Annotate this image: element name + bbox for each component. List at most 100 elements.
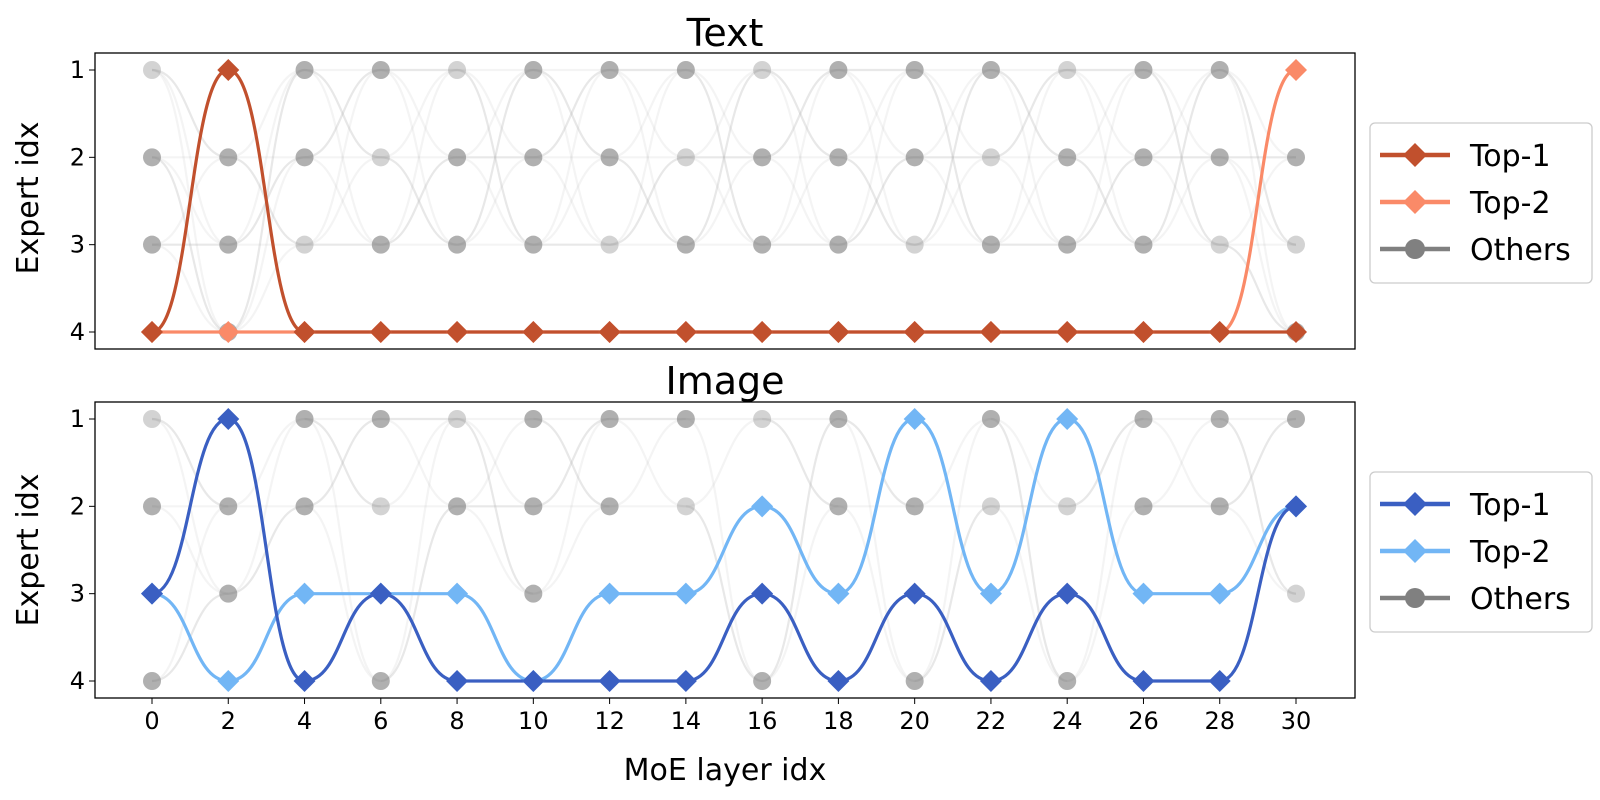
text-others-route bbox=[1067, 156, 1144, 246]
text-others-point bbox=[829, 61, 848, 79]
text-top-1-point bbox=[674, 321, 697, 343]
image-legend-entry: Others bbox=[1380, 582, 1571, 617]
image-series-layer bbox=[141, 408, 1307, 692]
image-legend-swatch-marker bbox=[1403, 492, 1427, 516]
image-legend-swatch-marker bbox=[1405, 588, 1425, 608]
text-others-route bbox=[1143, 68, 1220, 159]
image-legend-box bbox=[1369, 471, 1593, 633]
image-others-route bbox=[609, 417, 686, 508]
image-y-tick-label: 1 bbox=[70, 405, 85, 433]
x-axis-label: MoE layer idx bbox=[624, 753, 827, 788]
image-others-route bbox=[1143, 417, 1220, 508]
image-others-point bbox=[829, 410, 848, 428]
text-top-1-point bbox=[293, 321, 316, 343]
text-y-tick-label: 3 bbox=[70, 231, 85, 259]
text-legend-label: Others bbox=[1470, 233, 1571, 268]
image-others-point bbox=[676, 410, 695, 428]
text-others-route bbox=[380, 68, 458, 246]
text-others-point bbox=[1134, 148, 1153, 167]
image-others-point bbox=[676, 497, 695, 516]
image-others-route bbox=[380, 417, 458, 508]
text-others-point bbox=[1134, 235, 1153, 254]
image-y-tick-label: 2 bbox=[70, 492, 85, 520]
text-y-tick-label: 4 bbox=[70, 318, 85, 346]
image-others-route bbox=[380, 417, 458, 508]
text-others-route bbox=[685, 68, 763, 246]
text-others-route bbox=[1067, 68, 1144, 159]
image-others-route bbox=[838, 417, 915, 683]
text-others-point bbox=[219, 148, 238, 167]
text-others-route bbox=[228, 68, 305, 246]
text-others-route bbox=[990, 156, 1068, 246]
text-others-point bbox=[143, 235, 161, 254]
image-y-tick-label: 4 bbox=[70, 667, 85, 695]
text-others-route bbox=[609, 68, 687, 246]
text-y-ticks: 1 2 3 4 bbox=[70, 56, 95, 346]
text-y-tick-label: 1 bbox=[70, 56, 85, 84]
text-others-point bbox=[600, 235, 619, 254]
image-others-point bbox=[905, 672, 924, 690]
text-others-route bbox=[228, 68, 305, 159]
image-others-point bbox=[295, 497, 314, 516]
image-top-2-point bbox=[751, 495, 774, 518]
text-others-route bbox=[685, 156, 763, 246]
text-others-route bbox=[838, 156, 915, 246]
image-others-point bbox=[371, 672, 390, 690]
text-others-route bbox=[533, 156, 610, 246]
image-others-route bbox=[990, 417, 1068, 683]
text-others-route bbox=[1143, 156, 1220, 246]
image-others-route bbox=[1219, 417, 1297, 508]
image-x-ticks: 0 2 4 6 8 10 12 14 16 18 20 22 24 26 28 30 bbox=[144, 698, 1311, 735]
text-panel-ylabel: Expert idx bbox=[11, 122, 46, 275]
text-legend-swatch-marker bbox=[1403, 143, 1427, 167]
text-others-point bbox=[448, 61, 467, 79]
image-others-point bbox=[448, 410, 467, 428]
text-others-route bbox=[838, 68, 915, 159]
text-others-point bbox=[448, 148, 467, 167]
text-y-tick-label: 2 bbox=[70, 143, 85, 171]
image-others-route bbox=[914, 417, 992, 683]
text-others-route bbox=[304, 68, 381, 246]
text-others-route bbox=[1067, 68, 1144, 246]
text-others-route bbox=[990, 68, 1068, 246]
text-others-point bbox=[1210, 235, 1229, 254]
text-others-route bbox=[533, 68, 610, 159]
image-others-route bbox=[533, 505, 610, 595]
text-others-route bbox=[456, 68, 534, 159]
image-legend-entry: Top-2 bbox=[1380, 535, 1551, 570]
image-others-point bbox=[371, 410, 390, 428]
text-others-route bbox=[838, 68, 915, 159]
image-others-route bbox=[838, 417, 915, 508]
text-top-1-point bbox=[217, 59, 240, 81]
text-others-route bbox=[1219, 68, 1297, 159]
image-others-route bbox=[761, 505, 839, 683]
text-others-route bbox=[1219, 68, 1297, 246]
image-x-tick-label: 26 bbox=[1128, 707, 1159, 735]
text-legend-entry: Others bbox=[1380, 233, 1571, 268]
image-others-point bbox=[1210, 497, 1229, 516]
text-top-1-point bbox=[522, 321, 545, 343]
text-others-route bbox=[761, 68, 839, 246]
image-x-tick-label: 0 bbox=[144, 707, 159, 735]
text-others-point bbox=[1134, 61, 1153, 79]
text-others-route bbox=[304, 156, 381, 246]
image-others-point bbox=[1210, 410, 1229, 428]
image-others-route bbox=[609, 417, 686, 508]
image-top-2-point bbox=[1132, 582, 1155, 605]
text-others-point bbox=[143, 148, 161, 167]
text-others-point bbox=[981, 61, 1000, 79]
image-panel-ylabel: Expert idx bbox=[11, 474, 46, 627]
image-others-point bbox=[1287, 584, 1305, 603]
text-top-1-point bbox=[979, 321, 1002, 343]
text-others-route bbox=[533, 68, 610, 246]
text-others-point bbox=[829, 148, 848, 167]
image-top-2-point bbox=[446, 582, 469, 605]
image-others-point bbox=[219, 584, 238, 603]
image-x-tick-label: 20 bbox=[899, 707, 930, 735]
image-top-1-point bbox=[1285, 495, 1307, 518]
text-others-route bbox=[914, 68, 992, 159]
text-others-route bbox=[151, 243, 229, 334]
text-others-point bbox=[524, 148, 543, 167]
text-others-point bbox=[981, 235, 1000, 254]
text-top-1-line bbox=[151, 68, 1296, 334]
